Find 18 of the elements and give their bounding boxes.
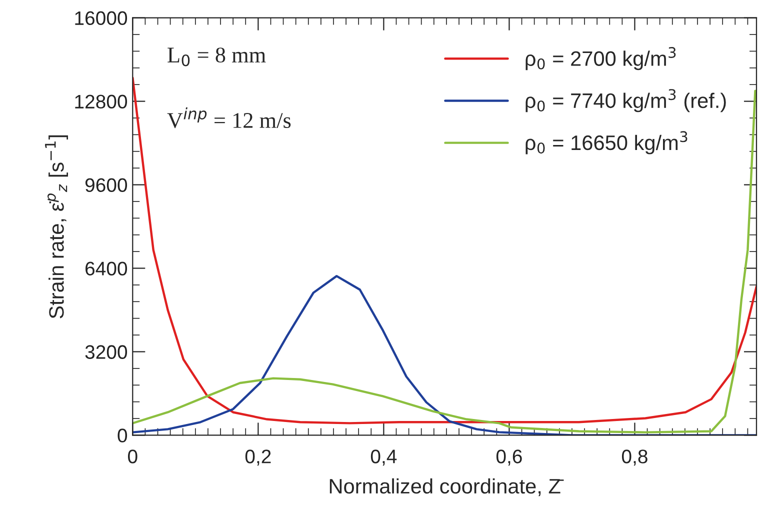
annotation: V$^{inp}$ = 12 m/s: [167, 107, 291, 128]
legend-label: ρ$_{0}$ = 2700 kg/m$^{3}$: [526, 46, 676, 70]
x-tick-label: 0,4: [370, 450, 397, 466]
y-tick-label: 16000: [75, 11, 128, 26]
y-tick-label: 12800: [75, 94, 128, 109]
y-tick-label: 3200: [85, 345, 128, 359]
y-axis-title: Strain rate, ε̇$^{p}$$_{z}$ [s$^{−1}$]: [45, 135, 68, 318]
x-tick-label: 0: [128, 450, 138, 464]
y-tick-label: 0: [118, 428, 128, 442]
y-tick-label: 6400: [86, 262, 128, 276]
legend-label: ρ$_{0}$ = 16650 kg/m$^{3}$: [526, 131, 688, 154]
y-tick-label: 9600: [85, 178, 128, 192]
x-tick-label: 0,2: [245, 450, 271, 466]
x-tick-label: 0,8: [622, 450, 648, 466]
legend-label: ρ$_{0}$ = 7740 kg/m$^{3}$ (ref.): [526, 89, 726, 112]
annotation: L$_{0}$ = 8 mm: [168, 48, 266, 66]
x-tick-label: 0,6: [496, 450, 522, 466]
x-axis-title: Normalized coordinate, Z̄: [330, 478, 564, 496]
